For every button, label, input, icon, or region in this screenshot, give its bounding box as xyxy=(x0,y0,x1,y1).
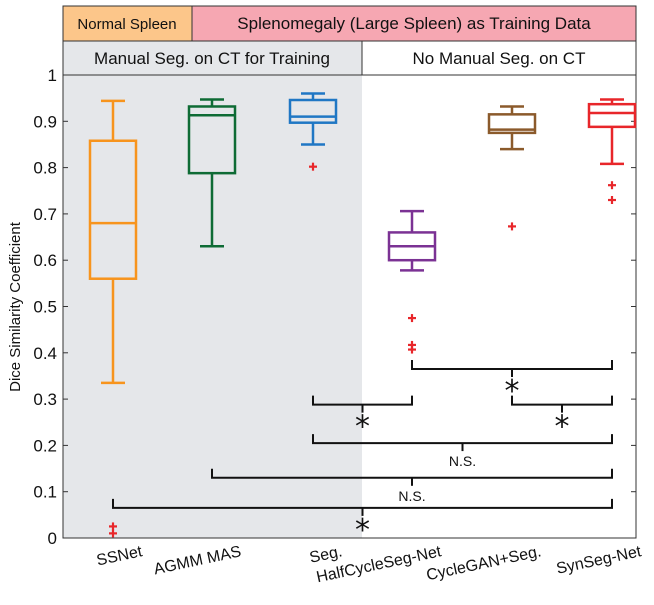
significance-mark: * xyxy=(355,513,370,548)
bracket-line xyxy=(511,395,613,406)
outlier-point xyxy=(408,345,416,354)
outlier-point xyxy=(608,181,616,190)
significance-bracket: * xyxy=(312,395,413,445)
y-tick-label: 0.5 xyxy=(33,298,57,317)
significance-mark: * xyxy=(505,374,520,409)
y-tick-label: 0.8 xyxy=(33,159,57,178)
box-seg- xyxy=(288,92,338,171)
manual-seg-label: Manual Seg. on CT for Training xyxy=(94,49,330,68)
significance-bracket: N.S. xyxy=(211,468,613,504)
manual-seg-band xyxy=(62,40,363,76)
no-manual-seg-band xyxy=(361,40,637,76)
x-categories: SSNet AGMM MAS Seg.HalfCycleSeg-NetCycleGA… xyxy=(95,543,643,586)
iqr-box xyxy=(487,113,537,135)
significance-bracket: * xyxy=(112,498,613,548)
significance-layer: * * * N.S. N.S. * xyxy=(112,360,613,548)
y-tick-label: 0.9 xyxy=(33,112,57,131)
significance-mark: * xyxy=(555,410,570,445)
y-tick-label: 0 xyxy=(48,529,57,548)
significance-mark: N.S. xyxy=(449,453,476,469)
x-category-label: SSNet xyxy=(95,543,144,569)
outlier-point xyxy=(109,522,117,531)
iqr-box xyxy=(187,105,237,175)
y-tick-label: 0.3 xyxy=(33,390,57,409)
splenomegaly-label: Splenomegaly (Large Spleen) as Training … xyxy=(237,14,591,33)
no-manual-seg-label: No Manual Seg. on CT xyxy=(413,49,586,68)
significance-bracket: N.S. xyxy=(312,434,613,469)
x-category-label: AGMM MAS xyxy=(152,543,242,578)
iqr-box xyxy=(88,139,138,280)
significance-bracket: * xyxy=(411,360,613,409)
x-category-label: SynSeg-Net xyxy=(555,543,643,578)
y-tick-label: 0.4 xyxy=(33,344,57,363)
box-synseg-net xyxy=(587,98,637,205)
iqr-box xyxy=(288,98,338,124)
y-tick-label: 0.2 xyxy=(33,436,57,455)
y-tick-label: 0.6 xyxy=(33,251,57,270)
x-category-label: Seg. xyxy=(308,543,344,566)
outlier-point xyxy=(109,529,117,538)
significance-mark: N.S. xyxy=(398,488,425,504)
y-tick-label: 0.7 xyxy=(33,205,57,224)
y-axis-label: Dice Similarity Coefficient xyxy=(7,221,24,392)
iqr-box xyxy=(587,102,637,129)
significance-bracket: * xyxy=(511,395,613,445)
y-tick-label: 1 xyxy=(48,66,57,85)
splenomegaly-band xyxy=(191,5,637,42)
y-axis: 0 0.1 0.2 0.3 0.4 0.5 0.6 0.7 0.8 0.9 1 xyxy=(33,66,636,548)
box-halfcycleseg-net xyxy=(387,209,437,354)
boxes-layer xyxy=(88,92,637,538)
normal-spleen-label: Normal Spleen xyxy=(77,16,176,33)
box-cyclegan-seg- xyxy=(487,105,537,231)
significance-mark: * xyxy=(355,410,370,445)
box-ssnet xyxy=(88,99,138,538)
normal-spleen-band xyxy=(62,5,193,42)
outlier-point xyxy=(608,196,616,205)
x-category-label: CycleGAN+Seg. xyxy=(425,543,543,584)
outlier-point xyxy=(508,222,516,231)
bracket-line xyxy=(411,360,613,371)
box-agmm-mas xyxy=(187,98,237,248)
outlier-point xyxy=(408,314,416,323)
outlier-point xyxy=(309,162,317,171)
y-tick-label: 0.1 xyxy=(33,483,57,502)
